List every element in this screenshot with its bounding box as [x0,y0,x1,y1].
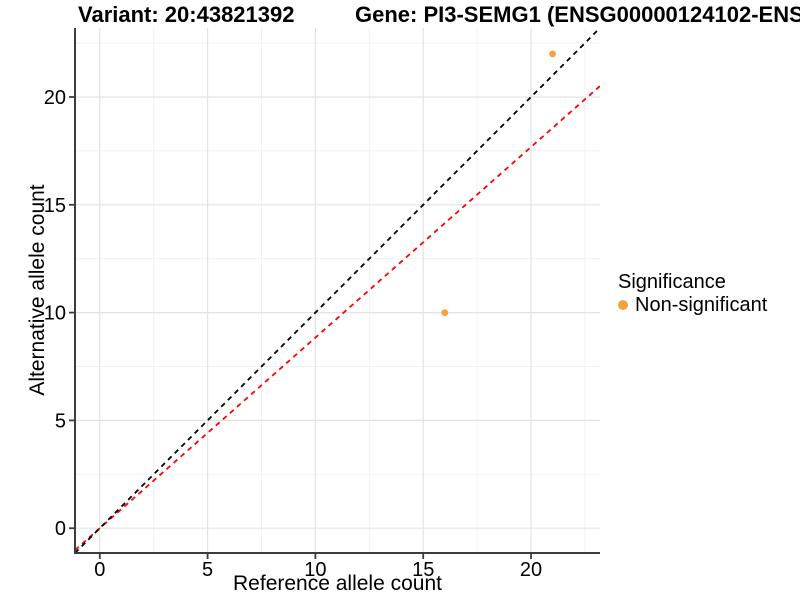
data-point [549,50,556,58]
x-axis-label: Reference allele count [233,572,442,595]
x-tick-label: 10 [304,559,326,581]
legend-item: Non-significant [618,294,767,316]
legend: Significance Non-significant [618,271,767,316]
y-tick-label: 0 [55,518,66,540]
data-point [441,309,449,316]
plot-title-variant: Variant: 20:43821392 [78,2,295,27]
y-tick-label: 20 [44,87,66,109]
x-tick-label: 15 [412,559,434,581]
plot-title-gene: Gene: PI3-SEMG1 (ENSG00000124102-ENSG00 [355,2,800,27]
y-tick-label: 5 [55,410,66,432]
expected-ratio-line [75,85,600,551]
x-tick-label: 5 [202,559,213,581]
legend-title: Significance [618,271,726,293]
x-tick-label: 20 [520,559,542,581]
point-swatch-icon [618,300,628,310]
y-tick-label: 15 [44,195,66,217]
identity-line [75,28,600,553]
x-tick-label: 0 [94,559,105,581]
legend-item-label: Non-significant [635,294,768,316]
y-axis-label: Alternative allele count [26,184,49,396]
y-tick-label: 10 [44,303,66,325]
